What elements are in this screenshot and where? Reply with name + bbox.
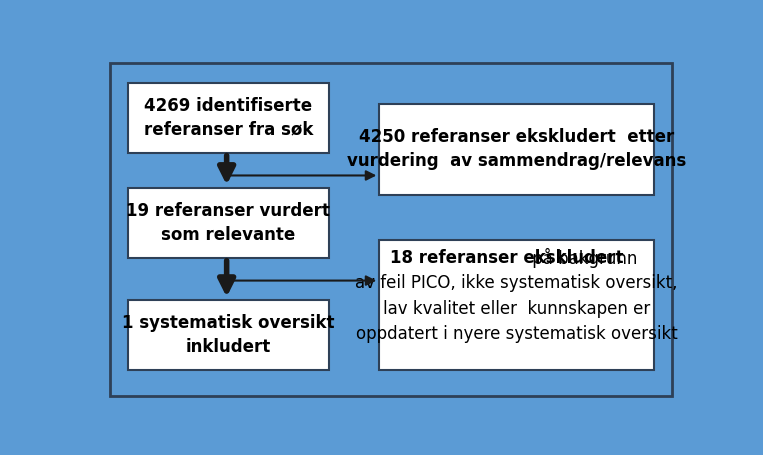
Text: 4269 identifiserte
referanser fra søk: 4269 identifiserte referanser fra søk [143,97,313,138]
FancyBboxPatch shape [128,83,329,153]
Text: 1 systematisk oversikt
inkludert: 1 systematisk oversikt inkludert [122,314,335,356]
Text: 18 referanser ekskludert: 18 referanser ekskludert [390,249,623,267]
FancyBboxPatch shape [128,188,329,258]
FancyBboxPatch shape [379,104,654,195]
Text: 19 referanser vurdert
som relevante: 19 referanser vurdert som relevante [127,202,330,243]
Text: på bakgrunn: på bakgrunn [527,248,637,268]
Text: 4250 referanser ekskludert  etter
vurdering  av sammendrag/relevans: 4250 referanser ekskludert etter vurderi… [347,128,687,170]
FancyBboxPatch shape [128,300,329,370]
FancyBboxPatch shape [110,63,672,396]
Text: lav kvalitet eller  kunnskapen er: lav kvalitet eller kunnskapen er [383,299,650,318]
FancyBboxPatch shape [379,240,654,370]
Text: oppdatert i nyere systematisk oversikt: oppdatert i nyere systematisk oversikt [356,325,678,343]
Text: av feil PICO, ikke systematisk oversikt,: av feil PICO, ikke systematisk oversikt, [356,274,678,293]
